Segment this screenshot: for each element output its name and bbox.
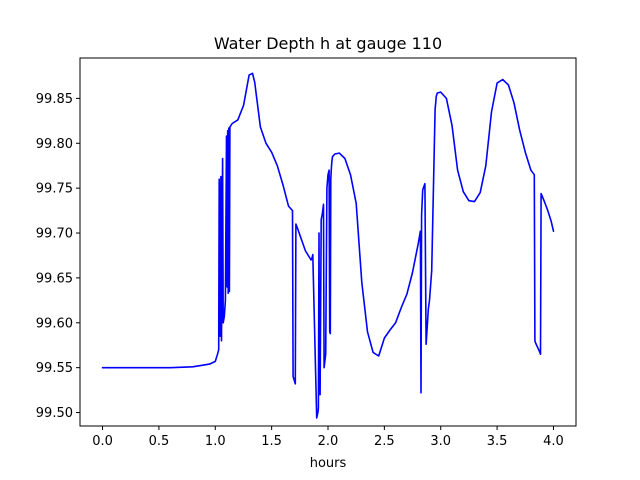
x-axis-label: hours xyxy=(310,456,347,471)
y-tick-label: 99.75 xyxy=(36,182,73,197)
y-axis-ticks: 99.50 99.55 99.60 99.65 99.70 99.75 99.80 99.85 xyxy=(36,92,80,421)
x-tick-label: 1.0 xyxy=(205,434,226,449)
plot-area-frame xyxy=(79,57,577,427)
series-line-water-depth xyxy=(101,72,555,419)
x-tick-label: 3.0 xyxy=(430,434,451,449)
x-tick-label: 0.0 xyxy=(92,434,113,449)
chart-title: Water Depth h at gauge 110 xyxy=(214,34,442,53)
x-tick-label: 4.0 xyxy=(543,434,564,449)
x-tick-label: 0.5 xyxy=(149,434,170,449)
y-tick-label: 99.65 xyxy=(36,271,73,286)
x-tick-label: 3.5 xyxy=(487,434,508,449)
y-tick-label: 99.70 xyxy=(36,227,73,242)
plot-series xyxy=(101,72,555,419)
x-tick-label: 1.5 xyxy=(261,434,282,449)
x-axis-ticks: 0.0 0.5 1.0 1.5 2.0 2.5 3.0 3.5 4.0 xyxy=(92,426,564,449)
x-tick-label: 2.0 xyxy=(318,434,339,449)
y-tick-label: 99.85 xyxy=(36,92,73,107)
y-tick-label: 99.80 xyxy=(36,137,73,152)
y-tick-label: 99.60 xyxy=(36,316,73,331)
x-tick-label: 2.5 xyxy=(374,434,395,449)
y-tick-label: 99.50 xyxy=(36,406,73,421)
y-tick-label: 99.55 xyxy=(36,361,73,376)
